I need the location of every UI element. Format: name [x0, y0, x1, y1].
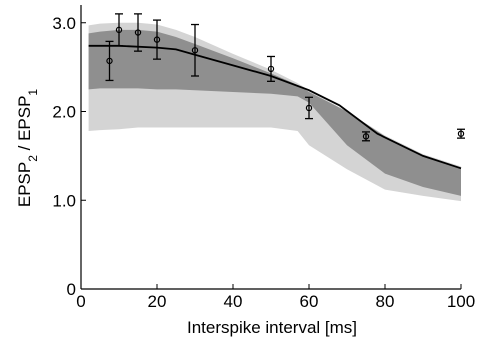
measurement-point: [457, 128, 465, 139]
measurement-point: [105, 40, 114, 82]
measurement-marker: [457, 130, 465, 137]
y-axis-title-sep: / EPSP: [15, 96, 34, 156]
measurement-marker: [106, 57, 113, 65]
measurement-point: [115, 13, 123, 47]
dark-confidence-band: [88, 29, 461, 196]
measurement-marker: [153, 36, 161, 43]
x-tick-label: 20: [148, 292, 167, 311]
model-line: [88, 44, 462, 170]
measurement-marker: [305, 104, 313, 112]
x-tick-label: 80: [376, 292, 395, 311]
y-axis-title: EPSP2 / EPSP1: [15, 89, 40, 208]
x-tick-label: 100: [447, 292, 475, 311]
y-tick-label: 3.0: [52, 14, 76, 33]
x-tick-label: 60: [300, 292, 319, 311]
y-tick-label: 0: [67, 280, 76, 299]
y-axis-title-sub1: 2: [26, 155, 40, 162]
measurement-marker: [115, 26, 123, 34]
measurement-marker: [267, 65, 275, 73]
y-axis-title-main: EPSP: [15, 162, 34, 207]
measurement-point: [362, 131, 370, 142]
measurement-point: [134, 13, 142, 52]
measurement-point: [153, 19, 161, 60]
measurement-marker: [191, 47, 199, 54]
y-axis-title-sub2: 1: [26, 89, 40, 96]
y-tick-label: 2.0: [52, 103, 76, 122]
x-tick-label: 40: [224, 292, 243, 311]
x-axis-title: Interspike interval [ms]: [187, 318, 357, 337]
measurement-markers: [105, 13, 465, 142]
measurement-marker: [362, 133, 370, 140]
measurement-point: [267, 55, 275, 82]
x-axis-ticks: 0 20 40 60 80 100: [76, 284, 475, 311]
measurement-marker: [134, 29, 142, 36]
x-tick-label: 0: [76, 292, 85, 311]
y-tick-label: 1.0: [52, 191, 76, 210]
y-axis-ticks: 0 1.0 2.0 3.0: [52, 14, 86, 299]
measurement-point: [305, 96, 313, 120]
measurement-point: [191, 23, 199, 77]
